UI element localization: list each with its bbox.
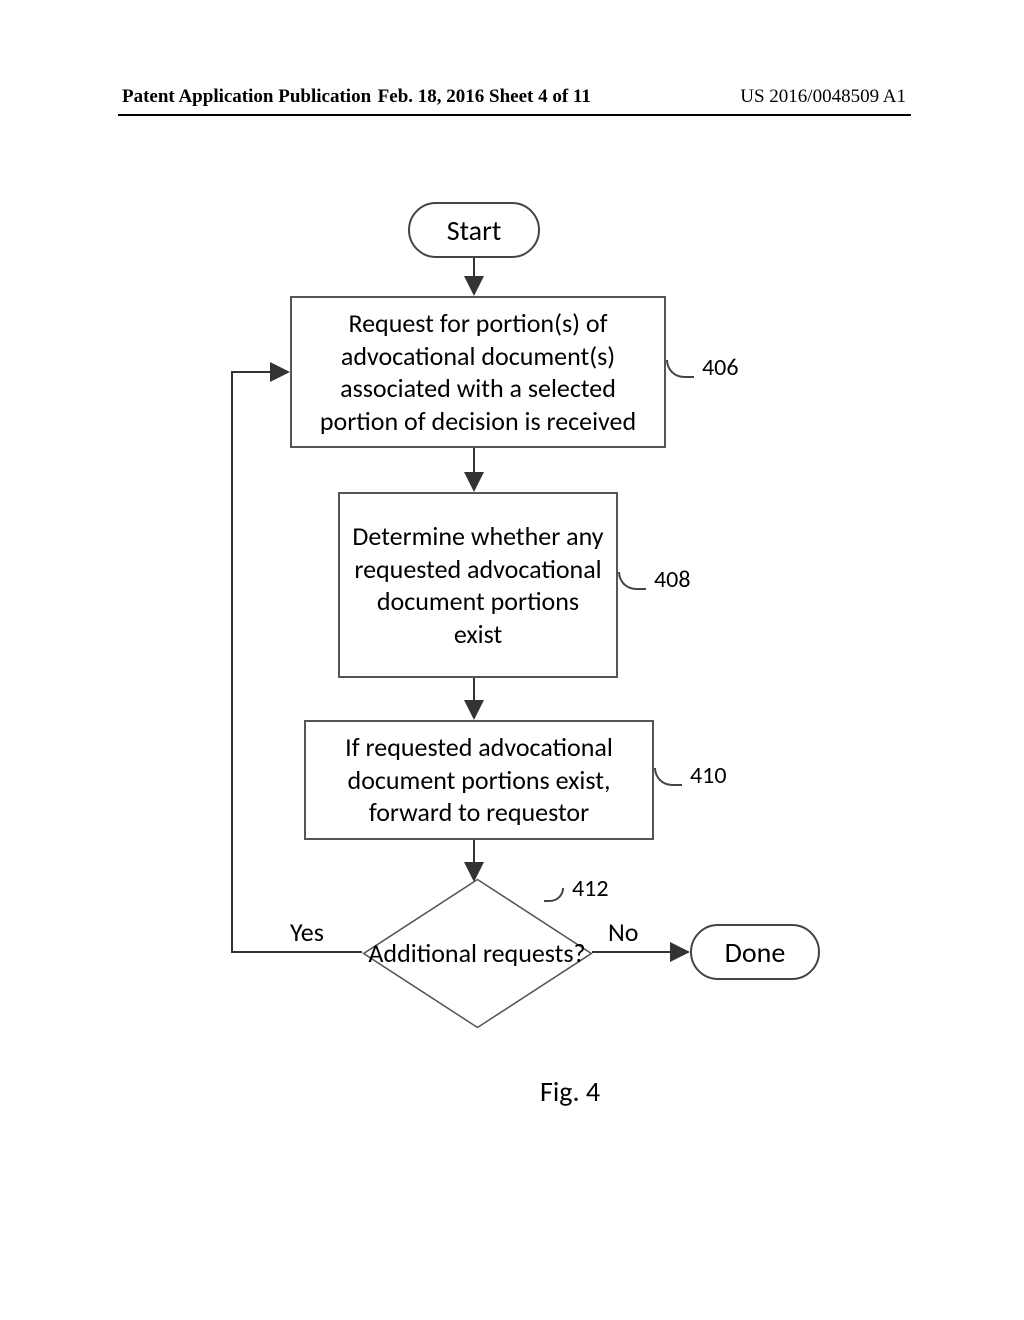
step-410: If requested advocational document porti… — [304, 720, 654, 840]
start-terminator: Start — [408, 202, 540, 258]
ref-410-tick — [654, 768, 682, 786]
ref-408: 408 — [654, 565, 691, 594]
ref-410: 410 — [690, 761, 727, 790]
ref-408-tick — [618, 572, 646, 590]
ref-406: 406 — [702, 353, 739, 382]
done-label: Done — [725, 935, 786, 970]
page-header: Patent Application Publication Feb. 18, … — [0, 86, 1024, 108]
ref-406-tick — [666, 360, 694, 378]
figure-caption: Fig. 4 — [540, 1074, 600, 1109]
header-center: Feb. 18, 2016 Sheet 4 of 11 — [378, 86, 591, 108]
step-408-text: Determine whether any requested advocati… — [350, 520, 606, 650]
header-left: Patent Application Publication — [122, 86, 371, 108]
step-410-text: If requested advocational document porti… — [316, 731, 642, 829]
ref-412: 412 — [572, 874, 609, 903]
decision-no-label: No — [608, 916, 639, 948]
header-pubnum: US 2016/0048509 A1 — [740, 86, 906, 108]
step-406-text: Request for portion(s) of advocational d… — [302, 307, 654, 437]
header-rule — [118, 114, 911, 116]
step-408: Determine whether any requested advocati… — [338, 492, 618, 678]
start-label: Start — [447, 213, 501, 248]
decision-yes-label: Yes — [290, 916, 324, 948]
step-406: Request for portion(s) of advocational d… — [290, 296, 666, 448]
done-terminator: Done — [690, 924, 820, 980]
decision-412: Additional requests? — [362, 878, 592, 1028]
decision-text: Additional requests? — [362, 878, 592, 1028]
